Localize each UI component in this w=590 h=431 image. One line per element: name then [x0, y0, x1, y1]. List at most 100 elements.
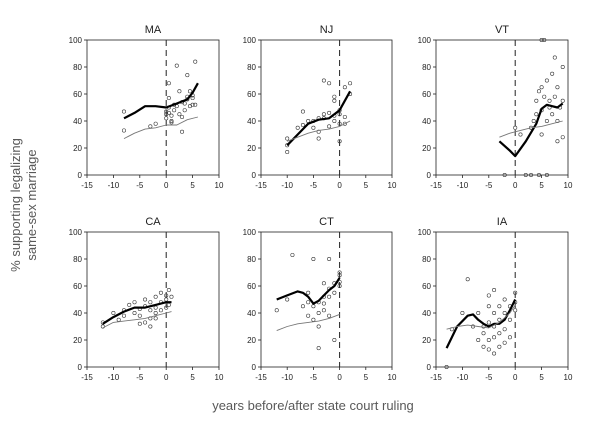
- x-tick-label: 5: [190, 373, 195, 382]
- data-point: [476, 337, 481, 342]
- data-point: [465, 277, 470, 282]
- data-point: [492, 310, 497, 315]
- data-point: [497, 331, 502, 336]
- trend-line-primary: [276, 277, 341, 305]
- data-point: [316, 310, 321, 315]
- data-point: [321, 281, 326, 286]
- y-tick-label: 0: [252, 171, 257, 180]
- x-tick-label: -15: [81, 181, 93, 190]
- data-point: [300, 109, 305, 114]
- data-point: [486, 347, 491, 352]
- data-point: [143, 297, 148, 302]
- data-point: [180, 114, 185, 119]
- data-point: [166, 302, 171, 307]
- x-tick-label: -10: [281, 373, 293, 382]
- x-tick-label: -10: [108, 373, 120, 382]
- data-point: [492, 335, 497, 340]
- data-point: [327, 124, 332, 129]
- trend-line-secondary: [287, 120, 351, 142]
- data-point: [534, 98, 539, 103]
- x-tick-label: 5: [364, 373, 369, 382]
- data-point: [327, 256, 332, 261]
- x-tick-label: -5: [485, 373, 493, 382]
- data-point: [148, 124, 153, 129]
- trend-line-primary: [445, 299, 517, 349]
- x-tick-label: -15: [255, 181, 267, 190]
- data-point: [502, 310, 507, 315]
- y-tick-label: 100: [418, 228, 432, 237]
- y-tick-label: 20: [73, 336, 82, 345]
- x-tick-label: 5: [539, 181, 544, 190]
- data-point: [539, 37, 544, 42]
- data-point: [153, 294, 158, 299]
- data-point: [337, 121, 342, 126]
- data-point: [316, 324, 321, 329]
- x-tick-label: -15: [430, 181, 442, 190]
- x-tick-label: -5: [310, 373, 318, 382]
- data-point: [342, 114, 347, 119]
- data-point: [158, 290, 163, 295]
- panel-frame: [86, 39, 220, 176]
- data-point: [507, 335, 512, 340]
- data-point: [311, 256, 316, 261]
- data-point: [153, 305, 158, 310]
- data-point: [182, 101, 187, 106]
- y-tick-label: 0: [78, 171, 83, 180]
- y-tick-label: 20: [73, 144, 82, 153]
- data-point: [544, 78, 549, 83]
- data-point: [476, 310, 481, 315]
- panel-frame: [435, 39, 569, 176]
- data-point: [332, 94, 337, 99]
- data-point: [285, 143, 290, 148]
- y-tick-label: 20: [247, 144, 256, 153]
- x-tick-label: 10: [564, 181, 573, 190]
- data-point: [164, 116, 169, 121]
- data-point: [285, 150, 290, 155]
- data-point: [337, 139, 342, 144]
- data-point: [518, 132, 523, 137]
- data-point: [337, 273, 342, 278]
- trend-line-primary: [286, 90, 352, 147]
- data-point: [560, 135, 565, 140]
- data-point: [550, 71, 555, 76]
- trend-line-primary: [102, 301, 172, 325]
- data-point: [180, 129, 185, 134]
- data-point: [337, 112, 342, 117]
- data-point: [486, 320, 491, 325]
- data-point: [539, 132, 544, 137]
- x-tick-label: 0: [337, 181, 342, 190]
- data-point: [481, 331, 486, 336]
- data-point: [316, 346, 321, 351]
- data-point: [193, 102, 198, 107]
- y-tick-label: 20: [422, 336, 431, 345]
- y-tick-label: 0: [252, 363, 257, 372]
- x-axis-label: years before/after state court ruling: [212, 398, 414, 413]
- data-point: [486, 293, 491, 298]
- panel-frame: [86, 231, 220, 368]
- x-tick-label: -10: [457, 181, 469, 190]
- y-tick-label: 80: [73, 255, 82, 264]
- data-point: [111, 310, 116, 315]
- y-tick-label: 100: [69, 36, 83, 45]
- x-tick-label: 5: [190, 181, 195, 190]
- data-point: [529, 173, 534, 178]
- data-point: [169, 294, 174, 299]
- panel-title: VT: [495, 24, 509, 36]
- data-point: [121, 313, 126, 318]
- trend-line-secondary: [499, 120, 563, 138]
- data-point: [560, 98, 565, 103]
- data-point: [497, 344, 502, 349]
- data-point: [285, 136, 290, 141]
- data-point: [544, 173, 549, 178]
- data-point: [321, 112, 326, 117]
- x-tick-label: 10: [215, 181, 224, 190]
- x-tick-label: 5: [539, 373, 544, 382]
- x-tick-label: 5: [364, 181, 369, 190]
- data-point: [321, 308, 326, 313]
- data-point: [342, 85, 347, 90]
- y-tick-label: 20: [247, 336, 256, 345]
